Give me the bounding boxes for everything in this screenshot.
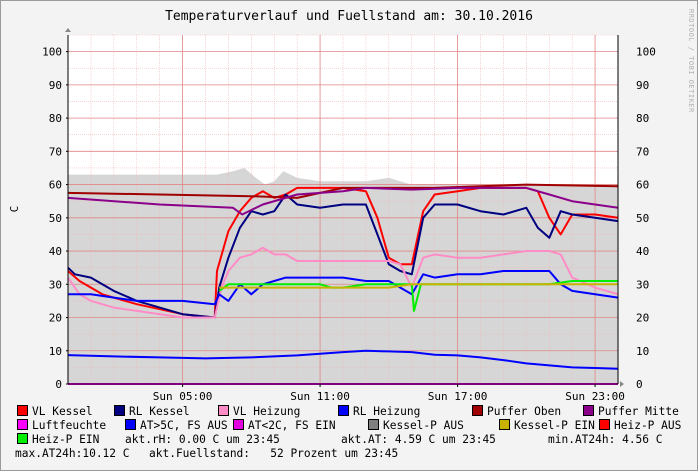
legend-swatch <box>338 405 349 416</box>
stat-fuell: akt.Fuellstand: 52 Prozent um 23:45 <box>149 447 399 460</box>
legend-item: Puffer Oben <box>472 405 561 419</box>
legend-item: Heiz-P AUS <box>599 419 681 433</box>
stat-at: akt.AT: 4.59 C um 23:45 <box>341 433 496 446</box>
y-tick-label-right: 50 <box>636 212 649 225</box>
legend-label: Heiz-P AUS <box>614 419 682 432</box>
legend-item: Puffer Mitte <box>583 405 679 419</box>
y-tick-label-left: 90 <box>49 79 62 92</box>
y-tick-label-left: 40 <box>49 245 62 258</box>
stat-max: max.AT24h:10.12 C <box>15 447 130 460</box>
y-tick-label-left: 10 <box>49 345 62 358</box>
legend-swatch <box>499 419 510 430</box>
legend-swatch <box>599 419 610 430</box>
y-tick-label-right: 20 <box>636 312 649 325</box>
y-tick-label-right: 70 <box>636 145 649 158</box>
y-tick-label-right: 0 <box>636 378 643 391</box>
legend-label: RL Kessel <box>129 405 190 418</box>
legend-item: Heiz-P EIN <box>17 433 99 447</box>
y-tick-label-right: 100 <box>636 46 656 59</box>
legend-label: Kessel-P EIN <box>514 419 595 432</box>
legend-item: AT>5C, FS AUS <box>125 419 228 433</box>
legend-swatch <box>17 433 28 444</box>
legend-swatch <box>472 405 483 416</box>
series-puffer-mitte <box>67 186 619 216</box>
y-tick-label-right: 90 <box>636 79 649 92</box>
legend-item: Kessel-P AUS <box>368 419 464 433</box>
series-aussentemperatur <box>67 349 619 370</box>
watermark-text: RRDTOOL / TOBI OETIKER <box>687 9 695 113</box>
x-tick-label: Sun 17:00 <box>428 390 488 401</box>
y-tick-label-right: 40 <box>636 245 649 258</box>
chart-title: Temperaturverlauf und Fuellstand am: 30.… <box>165 9 533 24</box>
legend-label: AT>5C, FS AUS <box>140 419 228 432</box>
stat-rh: akt.rH: 0.00 C um 23:45 <box>125 433 280 446</box>
y-tick-label-left: 20 <box>49 312 62 325</box>
series-kessel-p-ein <box>219 283 618 289</box>
plot-area: 0 0 10 10 20 20 30 30 40 40 50 50 60 60 70 70 80 80 90 90 10… <box>8 28 656 401</box>
y-axis-label: C <box>8 206 21 213</box>
legend-label: Luftfeuchte <box>32 419 107 432</box>
legend-label: Heiz-P EIN <box>32 433 100 446</box>
y-tick-label-right: 10 <box>636 345 649 358</box>
y-tick-label-right: 60 <box>636 179 649 192</box>
legend-label: RL Heizung <box>353 405 421 418</box>
y-tick-label-left: 60 <box>49 179 62 192</box>
series-rl-heizung <box>68 270 619 306</box>
legend-swatch <box>368 419 379 430</box>
y-tick-label-left: 80 <box>49 112 62 125</box>
series-rl-kessel <box>67 193 619 319</box>
legend-item: Kessel-P EIN <box>499 419 595 433</box>
x-tick-label: Sun 05:00 <box>153 390 213 401</box>
legend-swatch <box>583 405 594 416</box>
legend-swatch <box>17 419 28 430</box>
legend-label: Kessel-P AUS <box>383 419 464 432</box>
stat-min: min.AT24h: 4.56 C <box>548 433 663 446</box>
y-tick-label-right: 30 <box>636 278 649 291</box>
y-tick-label-left: 30 <box>49 278 62 291</box>
legend-label: Puffer Mitte <box>598 405 679 418</box>
legend-item: VL Heizung <box>218 405 300 419</box>
legend-swatch <box>17 405 28 416</box>
legend-label: VL Heizung <box>233 405 301 418</box>
legend-item: VL Kessel <box>17 405 93 419</box>
x-axis-arrow <box>620 381 624 387</box>
y-tick-label-left: 70 <box>49 145 62 158</box>
legend-label: VL Kessel <box>32 405 93 418</box>
legend-swatch <box>233 419 244 430</box>
legend-item: RL Kessel <box>114 405 190 419</box>
legend-swatch <box>125 419 136 430</box>
legend-label: AT<2C, FS EIN <box>248 419 336 432</box>
y-tick-label-left: 0 <box>55 378 62 391</box>
y-tick-label-right: 80 <box>636 112 649 125</box>
legend-label: Puffer Oben <box>487 405 562 418</box>
x-tick-label: Sun 23:00 <box>565 390 625 401</box>
legend: VL Kessel RL Kessel VL Heizung RL Heizung Pu… <box>15 405 697 461</box>
y-tick-label-left: 50 <box>49 212 62 225</box>
legend-item: Luftfeuchte <box>17 419 106 433</box>
x-tick-label: Sun 11:00 <box>290 390 350 401</box>
series-vl-heizung <box>67 246 619 319</box>
legend-item: RL Heizung <box>338 405 420 419</box>
y-axis-arrow <box>65 28 71 32</box>
legend-item: AT<2C, FS EIN <box>233 419 336 433</box>
y-tick-label-left: 100 <box>42 46 62 59</box>
legend-swatch <box>218 405 229 416</box>
legend-swatch <box>114 405 125 416</box>
